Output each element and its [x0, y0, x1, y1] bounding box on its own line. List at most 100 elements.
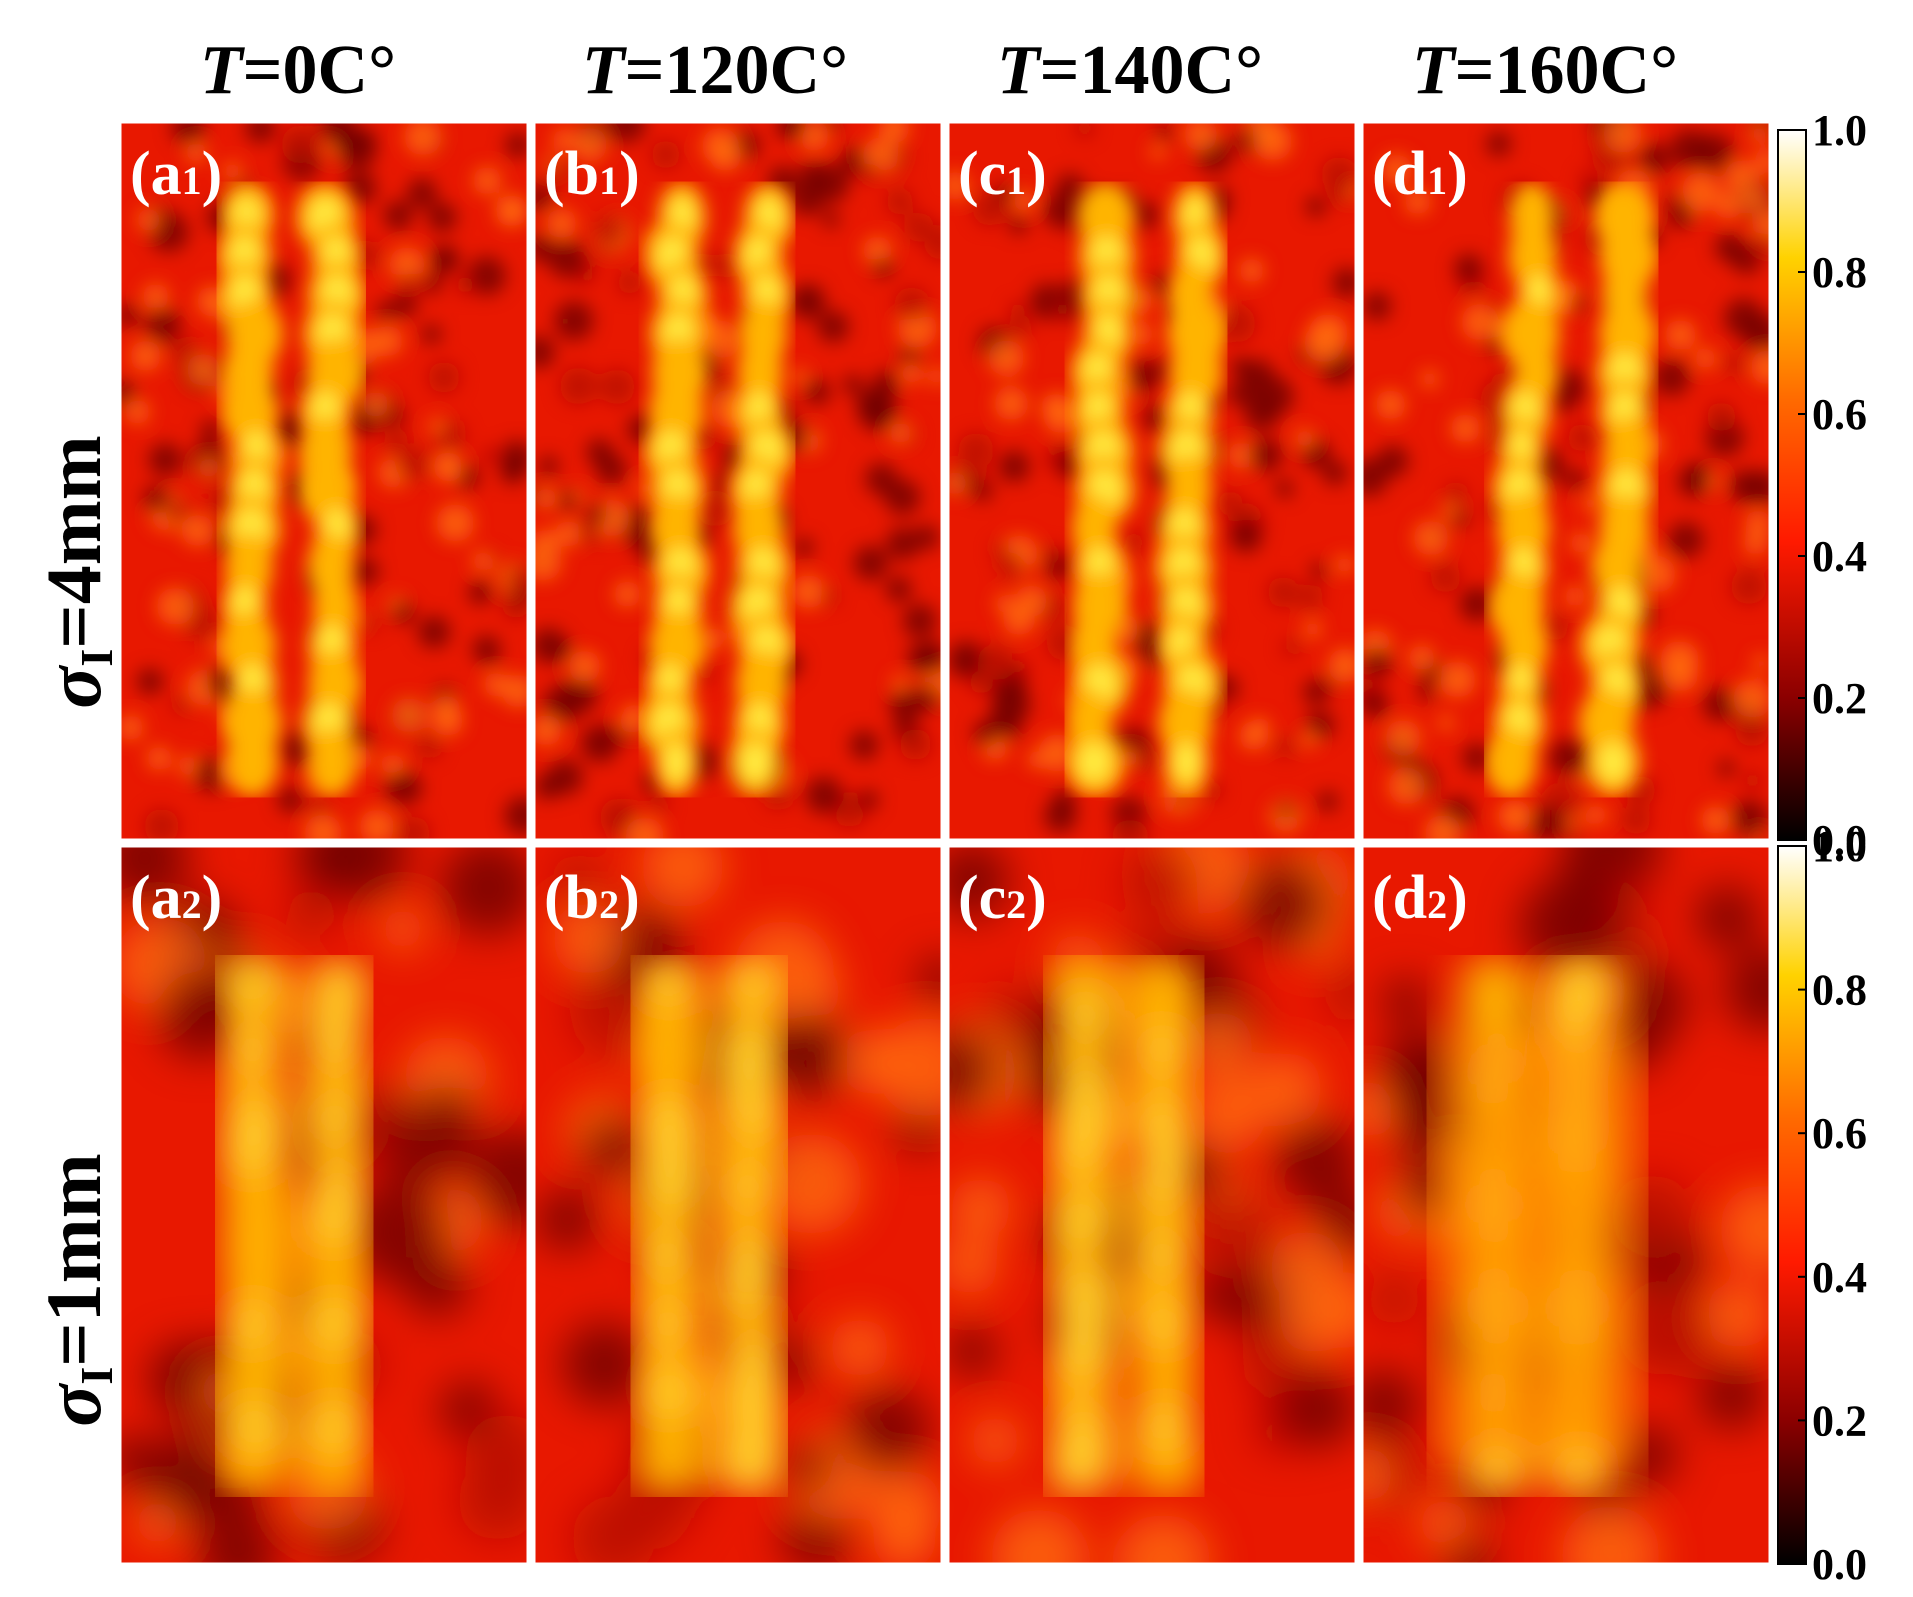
speckle [1570, 295, 1587, 312]
speckle [552, 128, 576, 152]
speckle [395, 816, 431, 840]
speckle [1746, 470, 1770, 505]
speckle [166, 500, 191, 524]
speckle [843, 374, 864, 395]
speckle [456, 465, 481, 490]
speckle [392, 601, 415, 625]
speckle [1362, 1079, 1399, 1139]
speckle [1752, 654, 1770, 671]
speckle [1724, 298, 1764, 338]
speckle [421, 324, 442, 345]
speckle [568, 650, 601, 683]
speckle [392, 291, 419, 318]
speckle [1439, 661, 1476, 698]
speckle [1235, 359, 1254, 378]
panel-border [532, 120, 944, 842]
panel-border [1360, 120, 1772, 842]
speckle [1362, 690, 1389, 719]
speckle [1749, 124, 1769, 144]
colorbar: 1.0 0.8 0.6 0.4 0.2 0.0 [1777, 106, 1867, 865]
speckle [1041, 393, 1071, 422]
speckle [948, 846, 1010, 919]
colorbar-tick-label: 0.2 [1812, 674, 1867, 723]
speckle [554, 301, 594, 341]
speckle [124, 398, 151, 425]
speckle [120, 714, 144, 741]
speckle [1294, 428, 1315, 449]
speckle [891, 674, 909, 692]
speckle [805, 776, 843, 815]
speckle [701, 127, 739, 165]
speckle [1541, 613, 1569, 642]
speckle [1667, 521, 1704, 559]
speckle [197, 456, 220, 479]
speckle [396, 446, 430, 481]
panel-label: (c1) [958, 140, 1047, 208]
speckle [1638, 142, 1671, 175]
speckle [333, 128, 358, 153]
speckle [886, 527, 920, 561]
speckle [1667, 202, 1694, 229]
speckle [359, 809, 395, 840]
speckle [889, 687, 922, 721]
speckle [281, 124, 321, 165]
speckle [1585, 804, 1607, 826]
speckle [820, 588, 839, 606]
speckle [198, 1515, 278, 1564]
speckle [1151, 274, 1174, 297]
speckle [1665, 319, 1697, 351]
panel-label: (b2) [544, 864, 640, 932]
speckle [988, 339, 1025, 376]
speckle [1274, 1117, 1356, 1204]
speckle [171, 695, 190, 715]
speckle [1027, 750, 1046, 769]
speckle [136, 207, 161, 232]
speckle [547, 239, 587, 279]
speckle [304, 814, 342, 840]
speckle [1638, 555, 1676, 593]
speckle [534, 627, 567, 664]
speckle [599, 368, 636, 405]
speckle [1529, 805, 1567, 840]
speckle [969, 1415, 1021, 1467]
speckle [886, 187, 914, 216]
column-title: T=160C° [1412, 32, 1678, 109]
speckle [609, 810, 630, 831]
speckle [1381, 154, 1413, 185]
colorbar-tick-label: 0.2 [1812, 1396, 1867, 1445]
speckle [1267, 576, 1300, 609]
speckle [1548, 739, 1585, 776]
bright-stripes [1426, 955, 1649, 1497]
speckle [1228, 441, 1256, 470]
speckle [1694, 347, 1717, 370]
speckle [1136, 749, 1159, 772]
speckle [1745, 509, 1770, 536]
speckle [1603, 122, 1643, 154]
speckle [586, 438, 614, 466]
speckle [1277, 802, 1295, 819]
speckle [285, 887, 337, 939]
heatmap-panel: (b1) [532, 120, 944, 842]
stripe-blob [1484, 726, 1537, 798]
speckle [120, 379, 135, 406]
speckle [1155, 123, 1173, 141]
speckle [696, 489, 734, 527]
colorbar: 1.0 0.8 0.6 0.4 0.2 0.0 [1777, 822, 1867, 1589]
speckle [580, 1116, 645, 1180]
speckle [1730, 568, 1768, 605]
speckle [1485, 334, 1505, 354]
speckle [483, 671, 509, 697]
speckle [1652, 358, 1691, 397]
speckle [1462, 743, 1492, 773]
speckle [500, 458, 526, 485]
speckle [1445, 482, 1468, 506]
speckle [1733, 679, 1770, 718]
speckle [181, 514, 214, 547]
column-title: T=140C° [997, 32, 1263, 109]
speckle [472, 550, 494, 572]
speckle [559, 367, 598, 405]
speckle [1303, 619, 1323, 639]
speckle [1743, 530, 1769, 556]
speckle [387, 770, 423, 806]
speckle [1459, 586, 1495, 622]
